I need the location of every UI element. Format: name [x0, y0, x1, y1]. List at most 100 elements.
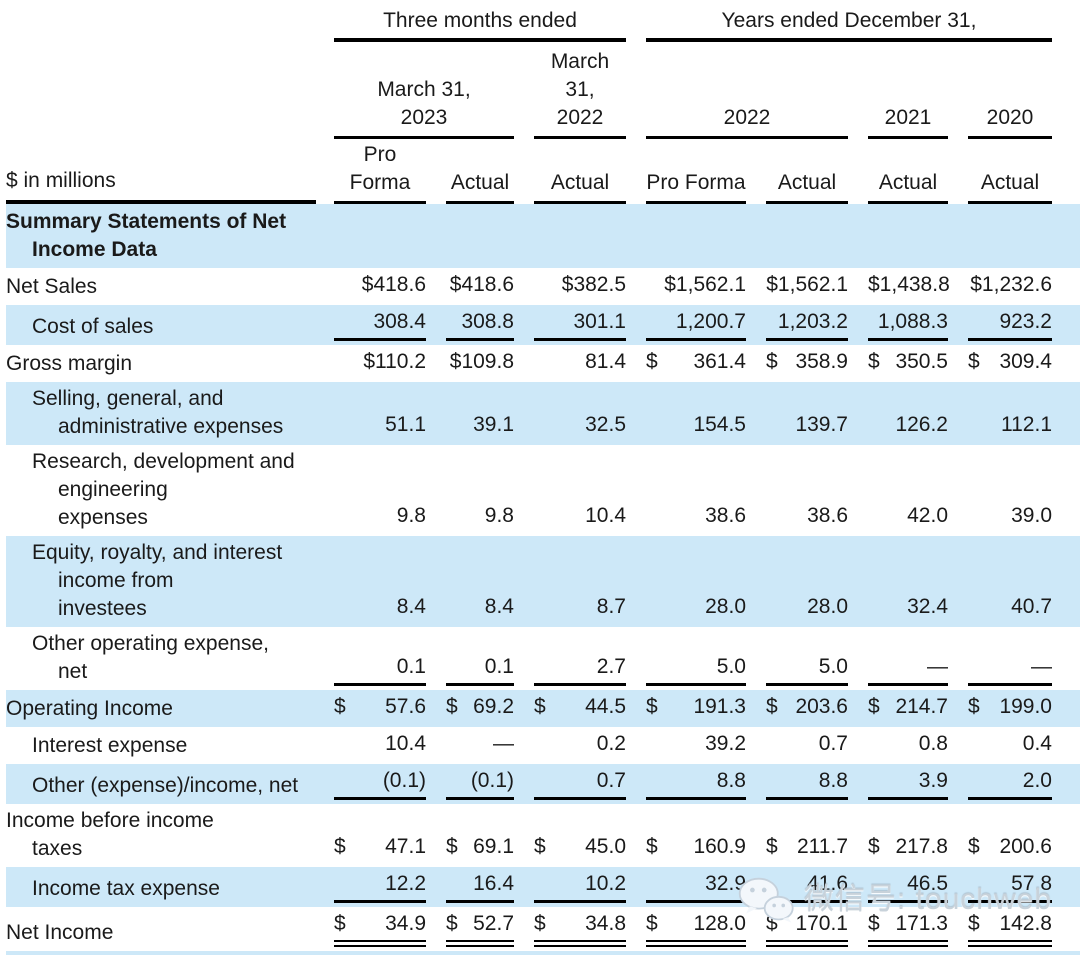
- cell-value: 142.8: [999, 912, 1052, 935]
- period-2020: 2020: [968, 98, 1052, 139]
- value-cell: 139.7: [756, 411, 858, 441]
- table-row: Equity, royalty, and interest income fro…: [6, 536, 1080, 627]
- row-label: Income tax expense: [32, 877, 220, 900]
- value-cell: 28.0: [636, 593, 756, 623]
- cell-value: 0.1: [396, 655, 426, 678]
- cell-value: 51.1: [385, 413, 426, 436]
- cell-value: 308.8: [461, 310, 514, 333]
- row-label: Net Income: [6, 921, 114, 944]
- table-row: Net Sales $418.6 $418.6 $382.5 $1,562.1 $1,56…: [6, 268, 1080, 305]
- value-cell: 0.8: [858, 730, 958, 760]
- cell-value: 308.4: [373, 310, 426, 333]
- cell-value: 112.1: [1001, 413, 1052, 436]
- currency-symbol: $: [968, 835, 980, 858]
- currency-symbol: $: [968, 912, 980, 935]
- cell-value: 46.5: [907, 872, 948, 895]
- value-cell: $199.0: [958, 693, 1062, 723]
- cell-value: 34.9: [385, 912, 426, 935]
- value-cell: 301.1: [524, 308, 636, 341]
- unit-label: $ in millions: [6, 165, 316, 204]
- value-cell: 154.5: [636, 411, 756, 441]
- value-cell: —: [958, 653, 1062, 686]
- cell-value: 309.4: [999, 350, 1052, 373]
- cell-value: 39.2: [705, 732, 746, 755]
- value-cell: —: [436, 730, 524, 760]
- col-group-three-months-ended: Three months ended: [334, 2, 626, 42]
- currency-symbol: $: [766, 912, 778, 935]
- table-row: Selling, general, and administrative exp…: [6, 382, 1080, 445]
- value-cell: $1,562.1: [756, 271, 858, 301]
- cell-value: 126.2: [895, 413, 948, 436]
- cell-value: 8.7: [596, 595, 626, 618]
- value-cell: $191.3: [636, 693, 756, 723]
- row-label: Net Sales: [6, 275, 98, 298]
- col-header-actual-2022: Actual: [766, 167, 848, 204]
- cell-value: 10.2: [585, 872, 626, 895]
- currency-symbol: $: [766, 350, 778, 373]
- cell-value: 9.8: [484, 504, 514, 527]
- cell-value: $1,562.1: [766, 273, 848, 296]
- value-cell: $170.1: [756, 910, 858, 947]
- value-cell: 1,088.3: [858, 308, 958, 341]
- value-cell: 8.4: [436, 593, 524, 623]
- column-header-row: $ in millions Pro Forma Actual Actual Pr…: [6, 139, 1080, 204]
- value-cell: 0.2: [524, 730, 636, 760]
- value-cell: $217.8: [858, 833, 958, 863]
- cell-value: 69.1: [473, 835, 514, 858]
- row-label: Gross margin: [6, 352, 133, 375]
- cell-value: 39.1: [473, 413, 514, 436]
- value-cell: 308.4: [324, 308, 436, 341]
- value-cell: $34.9: [324, 910, 436, 947]
- value-cell: $34.8: [524, 910, 636, 947]
- currency-symbol: $: [968, 350, 980, 373]
- row-label: Equity, royalty, and interest income fro…: [32, 541, 283, 620]
- col-header-pro-forma-2022: Pro Forma: [646, 167, 746, 204]
- value-cell: $418.6: [436, 271, 524, 301]
- col-header-actual-q1-2022: Actual: [534, 167, 626, 204]
- value-cell: $358.9: [756, 348, 858, 378]
- value-cell: $52.7: [436, 910, 524, 947]
- value-cell: 81.4: [524, 348, 636, 378]
- cell-value: 47.1: [385, 835, 426, 858]
- cell-value: 0.1: [484, 655, 514, 678]
- cell-value: 171.3: [895, 912, 948, 935]
- value-cell: 16.4: [436, 870, 524, 903]
- value-cell: 1,203.2: [756, 308, 858, 341]
- cell-value: 39.0: [1011, 504, 1052, 527]
- value-cell: 0.7: [756, 730, 858, 760]
- currency-symbol: $: [968, 695, 980, 718]
- value-cell: 32.9: [636, 870, 756, 903]
- row-label: Other (expense)/income, net: [32, 774, 299, 797]
- value-cell: $69.1: [436, 833, 524, 863]
- col-group-years-ended: Years ended December 31,: [646, 2, 1052, 42]
- currency-symbol: $: [446, 695, 458, 718]
- cell-value: 3.9: [918, 769, 948, 792]
- currency-symbol: $: [534, 695, 546, 718]
- value-cell: $109.8: [436, 348, 524, 378]
- cell-value: —: [493, 732, 514, 755]
- value-cell: 10.2: [524, 870, 636, 903]
- value-cell: 112.1: [958, 411, 1062, 441]
- value-cell: $57.6: [324, 693, 436, 723]
- cell-value: 1,088.3: [877, 310, 948, 333]
- row-label: Summary Statements of Net Income Data: [6, 210, 287, 261]
- row-label: Other operating expense, net: [32, 632, 269, 683]
- cell-value: 2.7: [596, 655, 626, 678]
- value-cell: 32.4: [858, 593, 958, 623]
- cell-value: 52.7: [473, 912, 514, 935]
- period-header-row: March 31, 2023 March 31, 2022 2022 2021 …: [6, 42, 1080, 139]
- cell-value: 34.8: [585, 912, 626, 935]
- value-cell: 8.8: [636, 767, 756, 800]
- currency-symbol: $: [868, 695, 880, 718]
- cell-value: 2.0: [1022, 769, 1052, 792]
- row-label: Operating Income: [6, 697, 173, 720]
- cell-value: $110.2: [363, 350, 426, 373]
- cell-value: 12.2: [385, 872, 426, 895]
- table-row: Cost of sales 308.4 308.8 301.1 1,200.7 1,203…: [6, 305, 1080, 345]
- value-cell: 2.7: [524, 653, 636, 686]
- currency-symbol: $: [334, 835, 346, 858]
- cell-value: 199.0: [999, 695, 1052, 718]
- row-label: Interest expense: [32, 734, 188, 757]
- cell-value: $418.6: [449, 273, 514, 296]
